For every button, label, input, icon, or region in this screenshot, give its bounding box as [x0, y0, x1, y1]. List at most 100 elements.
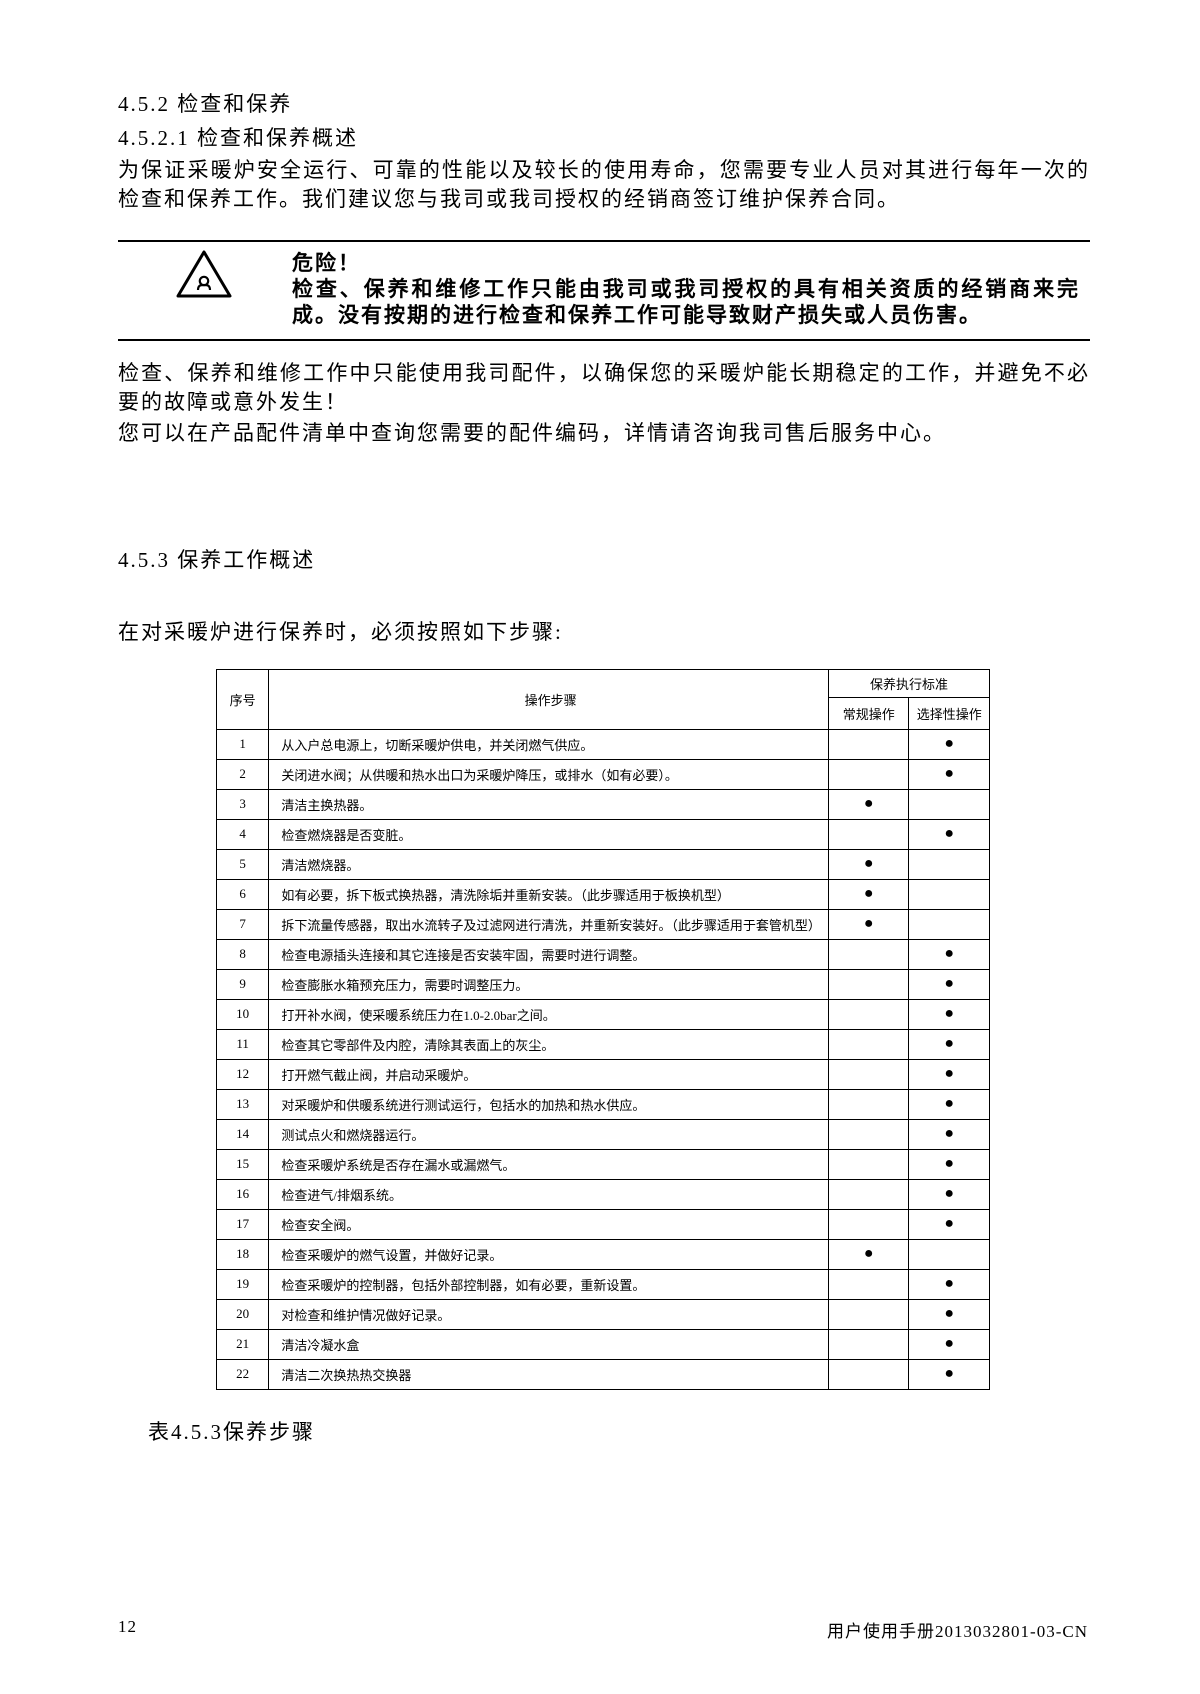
cell-std-b: ●	[909, 1299, 990, 1329]
cell-step: 打开燃气截止阀，并启动采暖炉。	[269, 1059, 829, 1089]
cell-seq: 10	[217, 999, 269, 1029]
heading-452-num: 4.5.2	[118, 92, 170, 116]
cell-seq: 8	[217, 939, 269, 969]
cell-std-a	[828, 1299, 909, 1329]
cell-std-b	[909, 789, 990, 819]
table-row: 12打开燃气截止阀，并启动采暖炉。●	[217, 1059, 990, 1089]
cell-std-a	[828, 999, 909, 1029]
cell-seq: 14	[217, 1119, 269, 1149]
maintenance-table-wrap: 序号 操作步骤 保养执行标准 常规操作 选择性操作 1从入户总电源上，切断采暖炉…	[216, 669, 990, 1390]
cell-std-a	[828, 969, 909, 999]
cell-std-a	[828, 1209, 909, 1239]
cell-seq: 6	[217, 879, 269, 909]
th-std-a: 常规操作	[828, 697, 909, 729]
cell-step: 检查采暖炉的燃气设置，并做好记录。	[269, 1239, 829, 1269]
danger-icon	[176, 250, 232, 300]
para-453-intro: 在对采暖炉进行保养时，必须按照如下步骤:	[118, 618, 1090, 647]
cell-std-a: ●	[828, 1239, 909, 1269]
cell-step: 清洁燃烧器。	[269, 849, 829, 879]
cell-seq: 17	[217, 1209, 269, 1239]
table-row: 2关闭进水阀；从供暖和热水出口为采暖炉降压，或排水（如有必要）。●	[217, 759, 990, 789]
cell-seq: 16	[217, 1179, 269, 1209]
table-caption: 表4.5.3保养步骤	[148, 1416, 1090, 1446]
heading-453-title: 保养工作概述	[177, 548, 315, 572]
table-row: 19检查采暖炉的控制器，包括外部控制器，如有必要，重新设置。●	[217, 1269, 990, 1299]
cell-std-b: ●	[909, 759, 990, 789]
cell-step: 检查其它零部件及内腔，清除其表面上的灰尘。	[269, 1029, 829, 1059]
cell-step: 检查安全阀。	[269, 1209, 829, 1239]
cell-std-a	[828, 1029, 909, 1059]
heading-452-title: 检查和保养	[177, 92, 292, 116]
table-row: 3清洁主换热器。●	[217, 789, 990, 819]
divider-top	[118, 240, 1090, 242]
divider-bottom	[118, 339, 1090, 341]
table-row: 15检查采暖炉系统是否存在漏水或漏燃气。●	[217, 1149, 990, 1179]
cell-std-b: ●	[909, 1119, 990, 1149]
cell-std-b: ●	[909, 969, 990, 999]
para-452-body: 为保证采暖炉安全运行、可靠的性能以及较长的使用寿命，您需要专业人员对其进行每年一…	[118, 156, 1090, 214]
cell-seq: 12	[217, 1059, 269, 1089]
table-row: 13对采暖炉和供暖系统进行测试运行，包括水的加热和热水供应。 ●	[217, 1089, 990, 1119]
cell-seq: 1	[217, 729, 269, 759]
cell-std-a	[828, 1179, 909, 1209]
cell-std-b	[909, 909, 990, 939]
cell-step: 对采暖炉和供暖系统进行测试运行，包括水的加热和热水供应。	[269, 1089, 829, 1119]
cell-std-b: ●	[909, 1089, 990, 1119]
cell-std-b	[909, 849, 990, 879]
cell-std-a: ●	[828, 849, 909, 879]
cell-step: 从入户总电源上，切断采暖炉供电，并关闭燃气供应。	[269, 729, 829, 759]
heading-453: 4.5.3 保养工作概述	[118, 544, 1090, 574]
th-std-b: 选择性操作	[909, 697, 990, 729]
cell-std-a: ●	[828, 909, 909, 939]
cell-std-b: ●	[909, 999, 990, 1029]
cell-std-a	[828, 1149, 909, 1179]
cell-std-a: ●	[828, 789, 909, 819]
cell-step: 拆下流量传感器，取出水流转子及过滤网进行清洗，并重新安装好。（此步骤适用于套管机…	[269, 909, 829, 939]
cell-step: 对检查和维护情况做好记录。	[269, 1299, 829, 1329]
cell-step: 检查膨胀水箱预充压力，需要时调整压力。	[269, 969, 829, 999]
cell-std-a	[828, 1269, 909, 1299]
table-row: 5清洁燃烧器。●	[217, 849, 990, 879]
table-row: 8检查电源插头连接和其它连接是否安装牢固，需要时进行调整。 ●	[217, 939, 990, 969]
cell-step: 检查电源插头连接和其它连接是否安装牢固，需要时进行调整。	[269, 939, 829, 969]
th-std-group: 保养执行标准	[828, 669, 989, 697]
page-footer: 12 用户使用手册2013032801-03-CN	[118, 1617, 1088, 1642]
cell-step: 检查进气/排烟系统。	[269, 1179, 829, 1209]
cell-std-a	[828, 1089, 909, 1119]
cell-seq: 18	[217, 1239, 269, 1269]
cell-std-a	[828, 939, 909, 969]
cell-step: 检查采暖炉的控制器，包括外部控制器，如有必要，重新设置。	[269, 1269, 829, 1299]
cell-seq: 7	[217, 909, 269, 939]
cell-seq: 11	[217, 1029, 269, 1059]
table-row: 10打开补水阀，使采暖系统压力在1.0-2.0bar之间。 ●	[217, 999, 990, 1029]
cell-seq: 21	[217, 1329, 269, 1359]
cell-std-b	[909, 1239, 990, 1269]
danger-title: 危险！	[292, 251, 361, 275]
cell-seq: 3	[217, 789, 269, 819]
table-row: 20对检查和维护情况做好记录。●	[217, 1299, 990, 1329]
th-seq: 序号	[217, 669, 269, 729]
danger-body: 检查、保养和维修工作只能由我司或我司授权的具有相关资质的经销商来完成。没有按期的…	[292, 277, 1080, 327]
cell-std-b: ●	[909, 939, 990, 969]
cell-std-b: ●	[909, 729, 990, 759]
table-row: 21清洁冷凝水盒●	[217, 1329, 990, 1359]
table-row: 14测试点火和燃烧器运行。●	[217, 1119, 990, 1149]
table-row: 1从入户总电源上，切断采暖炉供电，并关闭燃气供应。 ●	[217, 729, 990, 759]
cell-seq: 22	[217, 1359, 269, 1389]
cell-std-a	[828, 759, 909, 789]
table-row: 4检查燃烧器是否变脏。●	[217, 819, 990, 849]
cell-step: 清洁主换热器。	[269, 789, 829, 819]
cell-std-a	[828, 1059, 909, 1089]
danger-block: 危险！ 检查、保养和维修工作只能由我司或我司授权的具有相关资质的经销商来完成。没…	[118, 248, 1090, 331]
heading-453-num: 4.5.3	[118, 548, 170, 572]
cell-step: 如有必要，拆下板式换热器，清洗除垢并重新安装。（此步骤适用于板换机型）	[269, 879, 829, 909]
cell-step: 检查采暖炉系统是否存在漏水或漏燃气。	[269, 1149, 829, 1179]
cell-seq: 9	[217, 969, 269, 999]
cell-step: 打开补水阀，使采暖系统压力在1.0-2.0bar之间。	[269, 999, 829, 1029]
heading-452: 4.5.2 检查和保养	[118, 88, 1090, 118]
cell-std-b: ●	[909, 1359, 990, 1389]
cell-std-b: ●	[909, 1329, 990, 1359]
heading-4521-num: 4.5.2.1	[118, 126, 190, 150]
cell-seq: 13	[217, 1089, 269, 1119]
maintenance-table: 序号 操作步骤 保养执行标准 常规操作 选择性操作 1从入户总电源上，切断采暖炉…	[216, 669, 990, 1390]
